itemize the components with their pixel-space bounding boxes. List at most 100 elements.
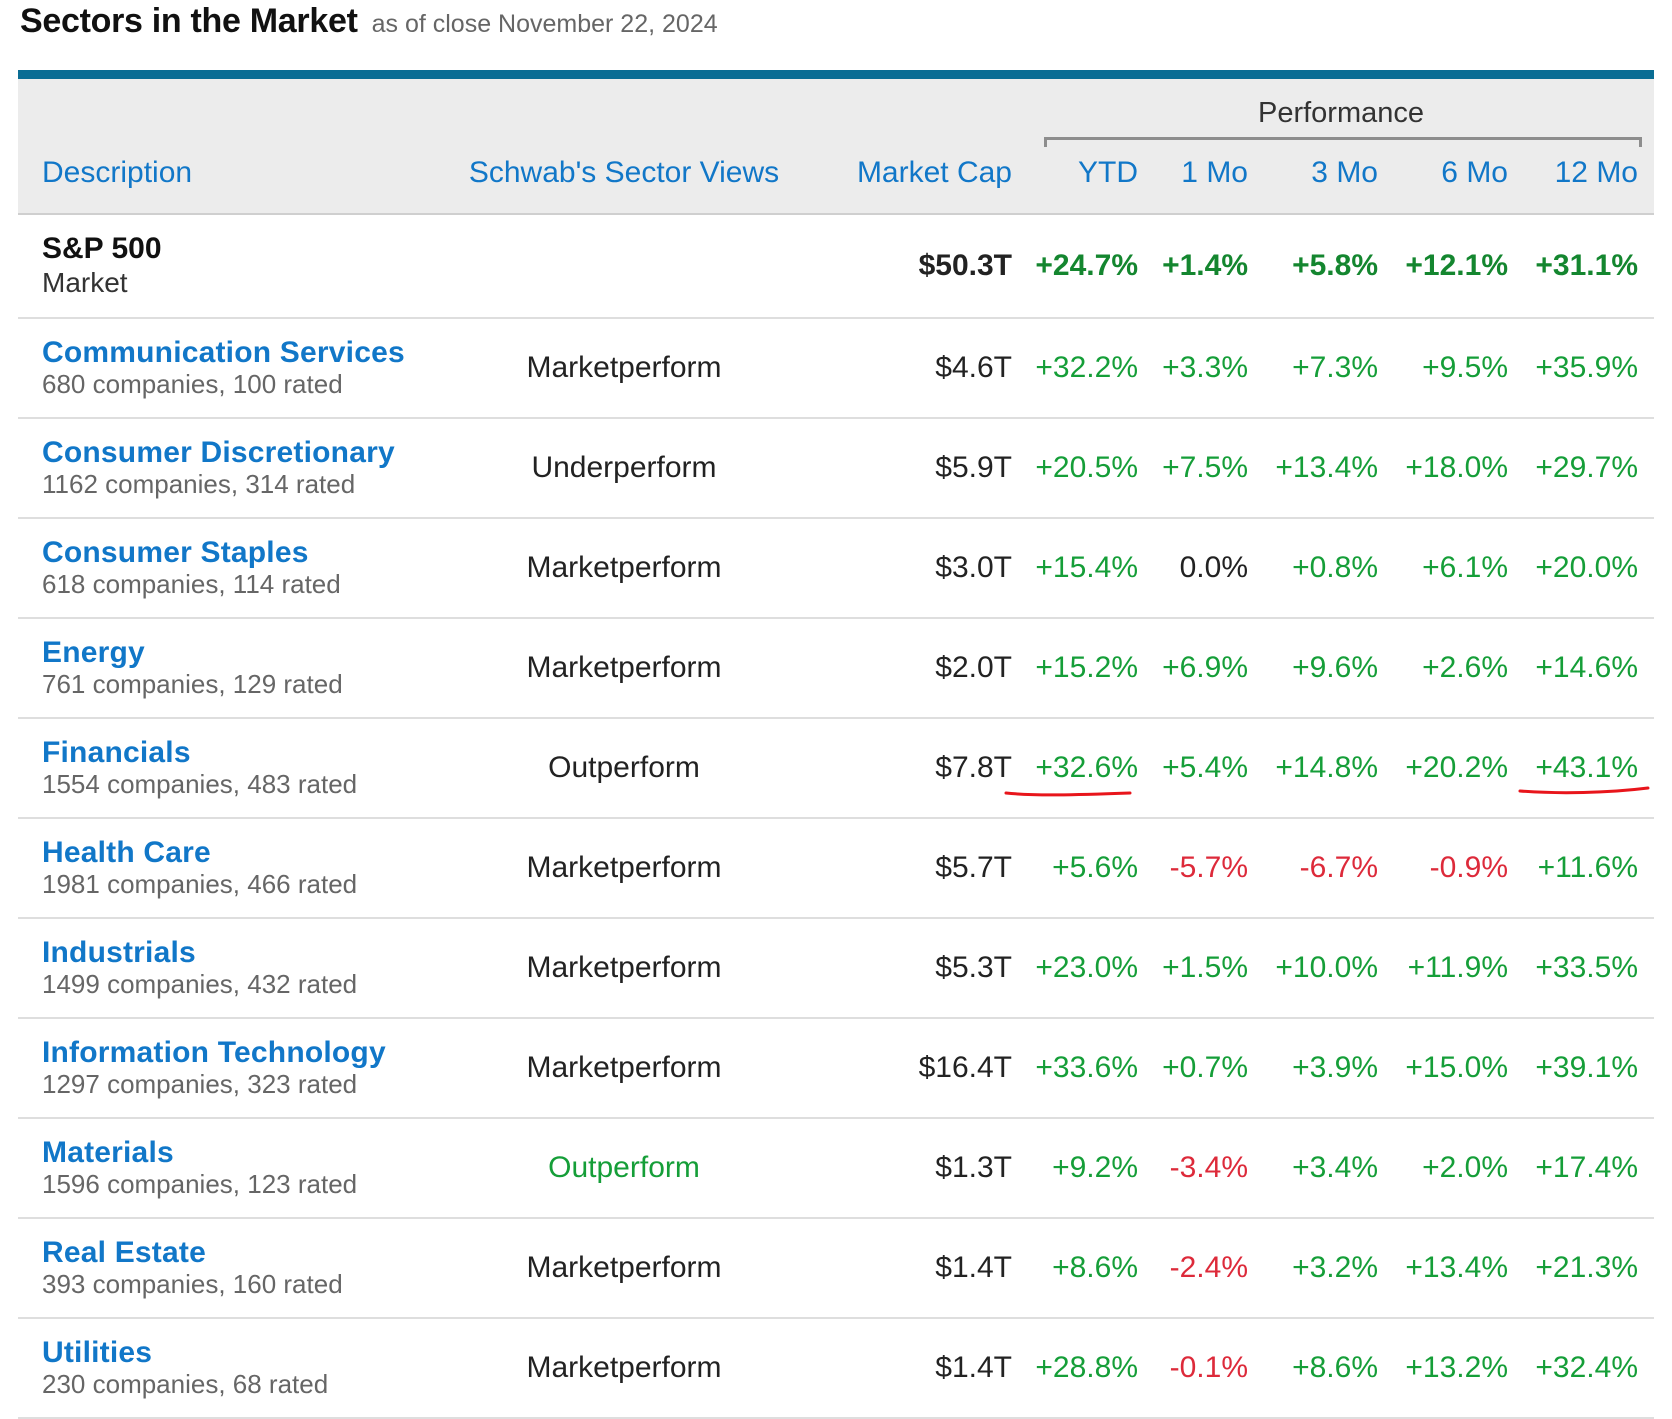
col-header-1mo[interactable]: 1 Mo	[1154, 137, 1264, 215]
sector-market-cap: $5.3T	[798, 918, 1028, 1019]
sector-link-industrials[interactable]: Industrials	[42, 936, 196, 969]
sector-perf-ytd: +28.8%	[1028, 1318, 1154, 1419]
sector-company-count: 1981 companies, 466 rated	[42, 869, 358, 899]
sector-perf-ytd: +8.6%	[1028, 1218, 1154, 1319]
sector-link-information-technology[interactable]: Information Technology	[42, 1036, 386, 1069]
col-header-sector-views[interactable]: Schwab's Sector Views	[450, 137, 798, 215]
sector-perf-ytd: +23.0%	[1028, 918, 1154, 1019]
sector-market-cap: $1.4T	[798, 1318, 1028, 1419]
sector-link-health-care[interactable]: Health Care	[42, 836, 211, 869]
sector-view: Marketperform	[450, 1318, 798, 1419]
sector-link-utilities[interactable]: Utilities	[42, 1336, 153, 1369]
page-header: Sectors in the Market as of close Novemb…	[20, 2, 718, 41]
table-row: Consumer Staples 618 companies, 114 rated…	[18, 518, 1654, 619]
sector-perf-mo1: -3.4%	[1154, 1118, 1264, 1219]
as-of-date: as of close November 22, 2024	[371, 10, 718, 38]
sector-company-count: 1596 companies, 123 rated	[42, 1169, 358, 1199]
sector-company-count: 393 companies, 160 rated	[42, 1269, 343, 1299]
sector-link-real-estate[interactable]: Real Estate	[42, 1236, 206, 1269]
market-sub: Market	[42, 267, 128, 298]
sector-description: Financials 1554 companies, 483 rated	[18, 718, 450, 819]
sector-perf-mo3: +10.0%	[1264, 918, 1394, 1019]
table-row: Utilities 230 companies, 68 rated Marketpe…	[18, 1318, 1654, 1419]
col-header-3mo[interactable]: 3 Mo	[1264, 137, 1394, 215]
sector-description: Materials 1596 companies, 123 rated	[18, 1118, 450, 1219]
sector-description: Utilities 230 companies, 68 rated	[18, 1318, 450, 1419]
sector-perf-mo12: +21.3%	[1524, 1218, 1654, 1319]
market-description: S&P 500 Market	[18, 214, 450, 319]
sector-perf-mo12: +20.0%	[1524, 518, 1654, 619]
sector-link-materials[interactable]: Materials	[42, 1136, 174, 1169]
column-header-row: Description Schwab's Sector Views Market…	[18, 137, 1654, 215]
sector-view: Marketperform	[450, 818, 798, 919]
performance-label: Performance	[1257, 97, 1424, 129]
sector-perf-mo1: +1.5%	[1154, 918, 1264, 1019]
sector-perf-mo1: +7.5%	[1154, 418, 1264, 519]
sector-company-count: 1297 companies, 323 rated	[42, 1069, 358, 1099]
sector-description: Consumer Discretionary 1162 companies, 31…	[18, 418, 450, 519]
sector-perf-ytd: +33.6%	[1028, 1018, 1154, 1119]
sector-link-energy[interactable]: Energy	[42, 636, 145, 669]
sector-company-count: 230 companies, 68 rated	[42, 1369, 329, 1399]
sector-perf-mo1: -5.7%	[1154, 818, 1264, 919]
sector-market-cap: $5.7T	[798, 818, 1028, 919]
sector-view: Marketperform	[450, 618, 798, 719]
col-header-6mo[interactable]: 6 Mo	[1394, 137, 1524, 215]
sector-perf-mo3: +3.2%	[1264, 1218, 1394, 1319]
sector-perf-mo6: +13.4%	[1394, 1218, 1524, 1319]
table-row: Health Care 1981 companies, 466 rated Mark…	[18, 818, 1654, 919]
sector-perf-mo12: +39.1%	[1524, 1018, 1654, 1119]
sector-link-consumer-staples[interactable]: Consumer Staples	[42, 536, 309, 569]
col-header-market-cap[interactable]: Market Cap	[798, 137, 1028, 215]
sector-perf-mo12: +29.7%	[1524, 418, 1654, 519]
col-header-ytd[interactable]: YTD	[1028, 137, 1154, 215]
table-row: Industrials 1499 companies, 432 rated Mark…	[18, 918, 1654, 1019]
sector-perf-mo12: +43.1%	[1524, 718, 1654, 819]
sector-perf-ytd: +20.5%	[1028, 418, 1154, 519]
sector-perf-mo12: +33.5%	[1524, 918, 1654, 1019]
page-title: Sectors in the Market	[20, 2, 358, 40]
sector-link-financials[interactable]: Financials	[42, 736, 191, 769]
market-3mo: +5.8%	[1264, 214, 1394, 319]
sector-description: Energy 761 companies, 129 rated	[18, 618, 450, 719]
market-cap-value: $50.3T	[798, 214, 1028, 319]
sector-perf-ytd: +9.2%	[1028, 1118, 1154, 1219]
sector-perf-mo6: +6.1%	[1394, 518, 1524, 619]
sector-perf-mo3: +13.4%	[1264, 418, 1394, 519]
sector-company-count: 680 companies, 100 rated	[42, 369, 343, 399]
sector-market-cap: $4.6T	[798, 318, 1028, 419]
market-6mo: +12.1%	[1394, 214, 1524, 319]
table-row: Energy 761 companies, 129 rated Marketperf…	[18, 618, 1654, 719]
market-ytd: +24.7%	[1028, 214, 1154, 319]
sector-perf-mo6: +15.0%	[1394, 1018, 1524, 1119]
sector-description: Communication Services 680 companies, 100…	[18, 318, 450, 419]
sectors-table-container: Performance Description Schwab's Sector …	[18, 70, 1654, 1419]
sector-perf-mo1: +3.3%	[1154, 318, 1264, 419]
sector-perf-mo3: +3.9%	[1264, 1018, 1394, 1119]
sector-link-consumer-discretionary[interactable]: Consumer Discretionary	[42, 436, 395, 469]
sector-perf-mo12: +35.9%	[1524, 318, 1654, 419]
sector-company-count: 1554 companies, 483 rated	[42, 769, 358, 799]
market-name: S&P 500	[42, 232, 162, 265]
sector-company-count: 618 companies, 114 rated	[42, 569, 341, 599]
sector-perf-mo12: +14.6%	[1524, 618, 1654, 719]
sector-perf-mo3: +0.8%	[1264, 518, 1394, 619]
sector-description: Information Technology 1297 companies, 32…	[18, 1018, 450, 1119]
sector-perf-ytd: +15.4%	[1028, 518, 1154, 619]
header-group-row: Performance	[18, 79, 1654, 147]
col-header-description[interactable]: Description	[18, 137, 450, 215]
sector-perf-mo3: -6.7%	[1264, 818, 1394, 919]
table-row: Materials 1596 companies, 123 rated Outper…	[18, 1118, 1654, 1219]
sector-perf-mo6: +13.2%	[1394, 1318, 1524, 1419]
sector-market-cap: $2.0T	[798, 618, 1028, 719]
sector-perf-ytd: +5.6%	[1028, 818, 1154, 919]
col-header-12mo[interactable]: 12 Mo	[1524, 137, 1654, 215]
sector-perf-ytd: +15.2%	[1028, 618, 1154, 719]
table-row: Financials 1554 companies, 483 rated Outpe…	[18, 718, 1654, 819]
market-12mo: +31.1%	[1524, 214, 1654, 319]
sector-perf-mo3: +3.4%	[1264, 1118, 1394, 1219]
sector-link-communication-services[interactable]: Communication Services	[42, 336, 405, 369]
market-row: S&P 500 Market $50.3T +24.7% +1.4% +5.8%…	[18, 214, 1654, 319]
sector-perf-mo6: +20.2%	[1394, 718, 1524, 819]
sector-perf-ytd: +32.6%	[1028, 718, 1154, 819]
